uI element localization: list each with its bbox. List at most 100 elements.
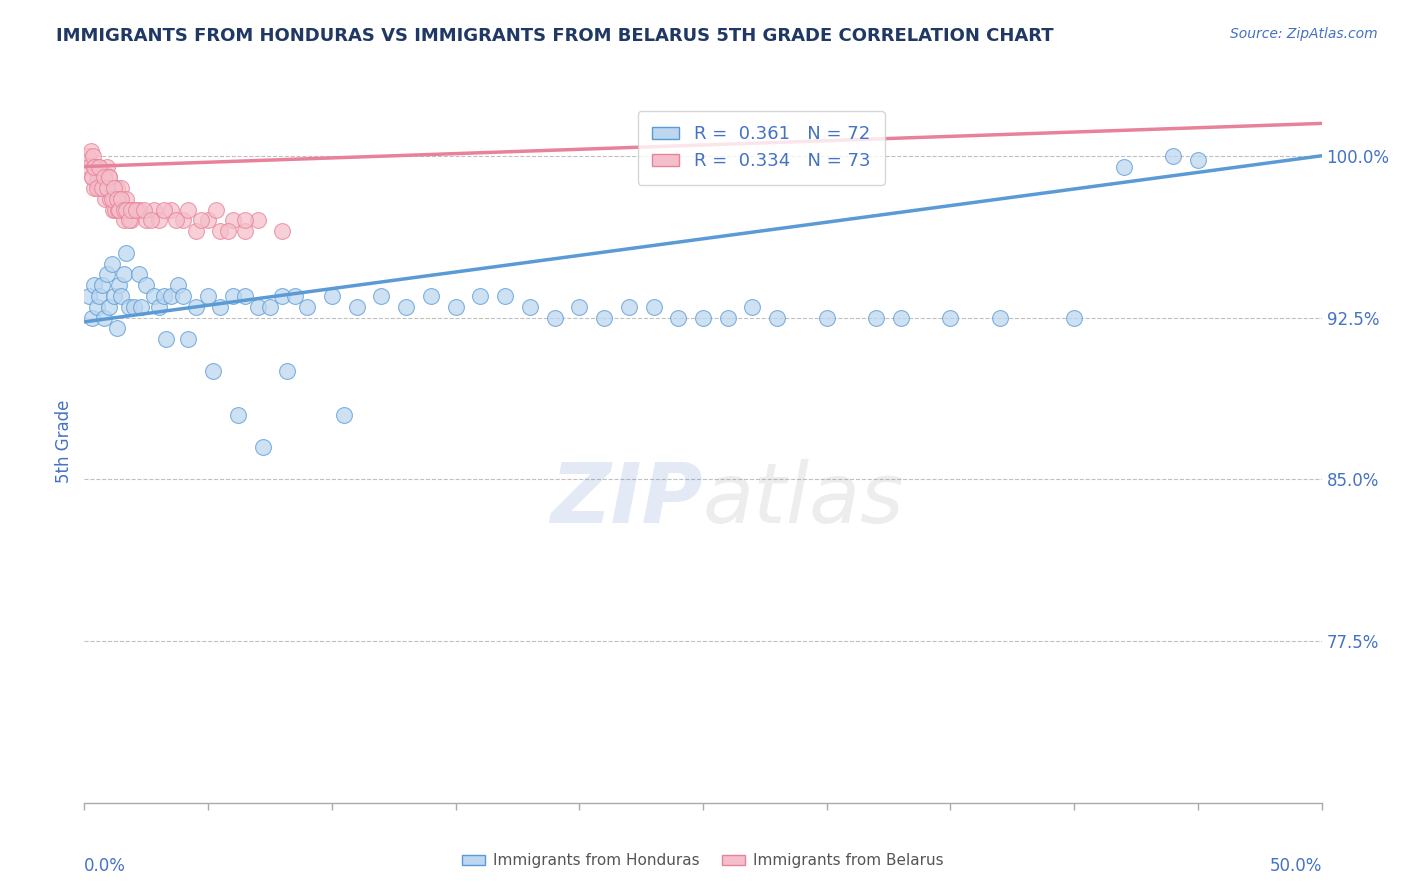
Point: [108, 202, 131, 217]
Point: [115, 192, 138, 206]
Point: [105, 181, 128, 195]
Point: [120, 213, 142, 227]
Point: [152, 289, 174, 303]
Point: [122, 300, 145, 314]
Point: [177, 332, 200, 346]
Point: [1112, 160, 1135, 174]
Point: [115, 202, 138, 217]
Y-axis label: 5th Grade: 5th Grade: [55, 400, 73, 483]
Point: [815, 310, 838, 325]
Point: [118, 213, 141, 227]
Point: [204, 202, 226, 217]
Point: [98, 300, 121, 314]
Point: [333, 408, 356, 422]
Point: [132, 202, 155, 217]
Text: IMMIGRANTS FROM HONDURAS VS IMMIGRANTS FROM BELARUS 5TH GRADE CORRELATION CHART: IMMIGRANTS FROM HONDURAS VS IMMIGRANTS F…: [56, 27, 1054, 45]
Point: [1187, 153, 1209, 167]
Point: [115, 245, 138, 260]
Point: [543, 310, 565, 325]
Point: [100, 181, 122, 195]
Point: [83, 278, 105, 293]
Point: [83, 181, 105, 195]
Point: [165, 213, 187, 227]
Point: [89, 160, 111, 174]
Point: [276, 364, 298, 378]
Point: [125, 202, 148, 217]
Point: [108, 278, 131, 293]
Text: 50.0%: 50.0%: [1270, 856, 1322, 875]
Point: [346, 300, 368, 314]
Point: [86, 300, 108, 314]
Point: [100, 257, 122, 271]
Point: [96, 181, 118, 195]
Point: [103, 181, 125, 195]
Point: [96, 268, 118, 282]
Point: [103, 289, 125, 303]
Point: [90, 170, 112, 185]
Text: 0.0%: 0.0%: [84, 856, 127, 875]
Point: [86, 175, 108, 189]
Point: [217, 224, 239, 238]
Point: [252, 440, 274, 454]
Point: [202, 364, 225, 378]
Point: [197, 289, 219, 303]
Point: [105, 321, 128, 335]
Point: [98, 170, 121, 185]
Point: [692, 310, 714, 325]
Point: [101, 202, 124, 217]
Point: [142, 202, 165, 217]
Point: [321, 289, 343, 303]
Text: atlas: atlas: [703, 458, 904, 540]
Point: [148, 300, 170, 314]
Point: [87, 170, 110, 185]
Point: [370, 289, 392, 303]
Point: [89, 289, 111, 303]
Point: [155, 332, 177, 346]
Point: [233, 289, 256, 303]
Point: [118, 300, 141, 314]
Point: [100, 192, 122, 206]
Point: [110, 181, 132, 195]
Point: [197, 213, 219, 227]
Point: [80, 310, 103, 325]
Point: [90, 278, 112, 293]
Point: [110, 192, 132, 206]
Point: [209, 300, 232, 314]
Point: [93, 310, 115, 325]
Point: [890, 310, 912, 325]
Point: [741, 300, 763, 314]
Point: [128, 268, 150, 282]
Point: [93, 170, 115, 185]
Point: [160, 289, 183, 303]
Point: [233, 224, 256, 238]
Point: [76, 153, 98, 167]
Point: [128, 202, 150, 217]
Point: [233, 213, 256, 227]
Point: [271, 224, 294, 238]
Point: [148, 213, 170, 227]
Point: [939, 310, 962, 325]
Point: [593, 310, 616, 325]
Point: [160, 202, 183, 217]
Point: [90, 181, 112, 195]
Point: [79, 289, 101, 303]
Point: [80, 170, 103, 185]
Point: [295, 300, 318, 314]
Point: [717, 310, 740, 325]
Point: [120, 202, 142, 217]
Point: [112, 268, 135, 282]
Point: [172, 213, 194, 227]
Point: [568, 300, 591, 314]
Point: [98, 170, 121, 185]
Point: [89, 181, 111, 195]
Point: [226, 408, 249, 422]
Point: [190, 213, 212, 227]
Point: [246, 300, 269, 314]
Point: [84, 160, 107, 174]
Point: [666, 310, 689, 325]
Point: [108, 192, 131, 206]
Legend: Immigrants from Honduras, Immigrants from Belarus: Immigrants from Honduras, Immigrants fro…: [457, 847, 949, 874]
Point: [1161, 149, 1184, 163]
Point: [184, 224, 207, 238]
Text: Source: ZipAtlas.com: Source: ZipAtlas.com: [1230, 27, 1378, 41]
